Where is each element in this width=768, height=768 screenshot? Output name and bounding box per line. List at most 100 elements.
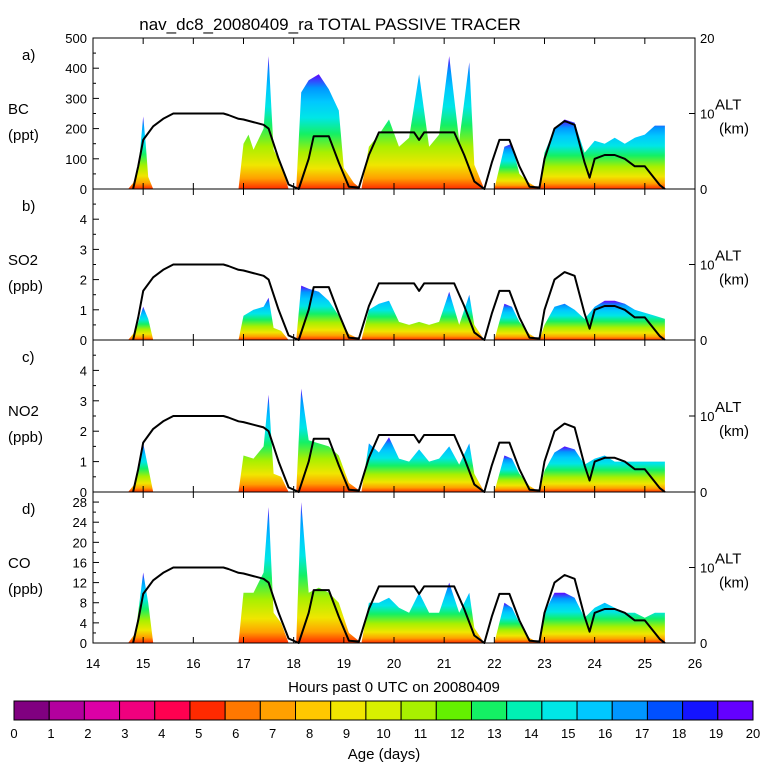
tracer-area-segment: [296, 74, 362, 189]
tracer-area-segment: [361, 291, 485, 340]
alt-axis-label: ALT: [715, 97, 741, 114]
x-tick-label: 18: [286, 656, 300, 671]
species-unit: (ppb): [8, 278, 43, 295]
alt-axis-label: ALT: [715, 248, 741, 265]
alt-axis-unit: (km): [719, 272, 749, 289]
altitude-line: [132, 263, 666, 341]
x-tick-label: 21: [437, 656, 451, 671]
colorbar-tick-label: 1: [47, 726, 54, 741]
y-tick-label: 4: [80, 616, 87, 631]
colorbar-swatch: [435, 700, 472, 721]
colorbar-tick-label: 13: [487, 726, 501, 741]
colorbar-swatch: [48, 700, 85, 721]
colorbar-swatch: [576, 700, 613, 721]
colorbar-tick-label: 20: [746, 726, 760, 741]
y-tick-label: 3: [80, 394, 87, 409]
y-tick-label: 0: [80, 182, 87, 197]
x-tick-label: 25: [638, 656, 652, 671]
alt-tick-label: 0: [700, 333, 707, 348]
y-tick-label: 400: [65, 61, 87, 76]
tracer-area-segment: [539, 446, 665, 492]
alt-axis-unit: (km): [719, 121, 749, 138]
species-unit: (ppb): [8, 429, 43, 446]
tracer-area-segment: [296, 285, 362, 340]
colorbar-tick-label: 4: [158, 726, 165, 741]
colorbar-swatch: [611, 700, 648, 721]
colorbar-swatch: [119, 700, 156, 721]
alt-tick-label: 0: [700, 182, 707, 197]
species-label: NO2: [8, 403, 39, 420]
alt-axis-unit: (km): [719, 575, 749, 592]
x-tick-label: 26: [688, 656, 702, 671]
colorbar-tick-label: 14: [524, 726, 538, 741]
panel-letter: d): [22, 501, 35, 518]
alt-tick-label: 20: [700, 31, 714, 46]
tracer-area-segment: [494, 303, 540, 340]
colorbar-tick-label: 17: [635, 726, 649, 741]
y-tick-label: 2: [80, 424, 87, 439]
species-label: CO: [8, 555, 31, 572]
colorbar-swatch: [295, 700, 332, 721]
y-tick-label: 16: [73, 555, 87, 570]
tracer-area-segment: [494, 455, 540, 492]
tracer-area-segment: [238, 56, 289, 189]
y-tick-label: 1: [80, 303, 87, 318]
colorbar-tick-label: 3: [121, 726, 128, 741]
colorbar-tick-label: 16: [598, 726, 612, 741]
alt-tick-label: 10: [700, 409, 714, 424]
colorbar-swatch: [224, 700, 261, 721]
species-unit: (ppt): [8, 127, 39, 144]
alt-axis-label: ALT: [715, 399, 741, 416]
altitude-line: [132, 112, 666, 190]
tracer-area-segment: [494, 602, 540, 643]
colorbar-tick-label: 8: [306, 726, 313, 741]
tracer-area-segment: [296, 388, 362, 492]
y-tick-label: 2: [80, 273, 87, 288]
colorbar-swatch: [365, 700, 402, 721]
colorbar-swatch: [646, 700, 684, 721]
colorbar-tick-label: 9: [343, 726, 350, 741]
y-tick-label: 0: [80, 636, 87, 651]
y-tick-label: 8: [80, 596, 87, 611]
chart-title: nav_dc8_20080409_ra TOTAL PASSIVE TRACER: [139, 15, 520, 34]
species-label: SO2: [8, 252, 38, 269]
y-tick-label: 28: [73, 495, 87, 510]
x-tick-label: 23: [537, 656, 551, 671]
colorbar-tick-label: 7: [269, 726, 276, 741]
colorbar-tick-label: 6: [232, 726, 239, 741]
y-tick-label: 4: [80, 363, 87, 378]
tracer-area-segment: [539, 119, 665, 189]
colorbar-tick-label: 10: [376, 726, 390, 741]
tracer-area-segment: [238, 394, 289, 492]
colorbar-swatch: [506, 700, 543, 721]
altitude-line: [132, 566, 666, 644]
y-tick-label: 500: [65, 31, 87, 46]
colorbar: 0 1 2 3 4 5 6 7 8 9 10 11 12 13 14 15 16 17 18 19 20: [10, 700, 760, 741]
colorbar-swatch: [154, 700, 191, 721]
alt-tick-label: 0: [700, 485, 707, 500]
alt-axis-label: ALT: [715, 551, 741, 568]
x-tick-label: 17: [236, 656, 250, 671]
x-tick-label: 24: [587, 656, 601, 671]
y-tick-label: 200: [65, 122, 87, 137]
alt-axis-unit: (km): [719, 423, 749, 440]
y-tick-label: 24: [73, 515, 87, 530]
tracer-area-segment: [128, 306, 154, 340]
x-tick-label: 19: [337, 656, 351, 671]
panel-letter: a): [22, 47, 35, 64]
alt-tick-label: 10: [700, 258, 714, 273]
alt-tick-label: 10: [700, 561, 714, 576]
x-tick-label: 20: [387, 656, 401, 671]
tracer-area-segment: [361, 437, 485, 492]
colorbar-swatch: [259, 700, 297, 721]
tracer-area-segment: [238, 507, 289, 643]
colorbar-swatch: [189, 700, 226, 721]
alt-tick-label: 0: [700, 636, 707, 651]
colorbar-swatch: [13, 700, 50, 721]
tracer-area-segment: [361, 56, 485, 189]
panel-letter: c): [22, 349, 35, 366]
